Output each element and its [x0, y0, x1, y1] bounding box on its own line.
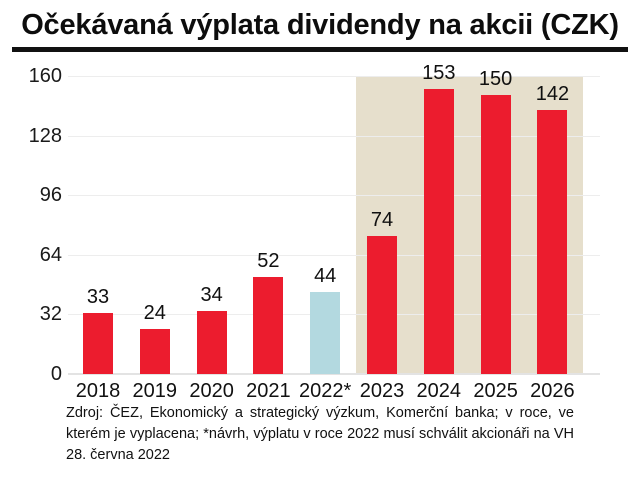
chart-plot: 0 32 64 96 128 160 33 24 34 52 44 74 153 150 142 2018… — [0, 60, 640, 402]
page-title: Očekávaná výplata dividendy na akcii (CZ… — [21, 8, 619, 41]
x-axis-tick-label: 2018 — [75, 380, 121, 402]
y-axis-tick-label: 96 — [39, 184, 62, 207]
x-axis-tick-label: 2020 — [189, 380, 234, 402]
title-divider — [12, 47, 628, 52]
chart-source-footnote: Zdroj: ČEZ, Ekonomický a strategický výz… — [66, 405, 574, 463]
x-axis-tick-label: 2022* — [299, 380, 352, 402]
bar-2026 — [537, 109, 568, 374]
gridline — [68, 76, 600, 77]
bar-value-label: 74 — [370, 209, 394, 232]
bar-2020 — [196, 310, 227, 374]
bar-2019 — [139, 329, 170, 374]
gridline — [68, 254, 600, 256]
x-axis-tick-label: 2024 — [416, 380, 462, 402]
x-axis-tick-label: 2021 — [246, 380, 291, 402]
gridline — [68, 135, 600, 137]
y-axis-tick-label: 0 — [50, 363, 62, 385]
x-axis-tick-label: 2025 — [473, 380, 518, 402]
x-axis-line — [68, 373, 600, 375]
plot-area — [68, 76, 600, 375]
bar-value-label: 153 — [422, 62, 456, 85]
y-axis-tick-label: 160 — [28, 65, 62, 87]
bar-value-label: 34 — [200, 283, 223, 306]
bar-value-label: 142 — [535, 82, 570, 105]
bar-value-label: 52 — [257, 250, 280, 273]
bar-2022 — [310, 292, 341, 374]
y-axis-tick-label: 64 — [39, 243, 62, 266]
bar-value-label: 44 — [314, 265, 337, 288]
y-axis-tick-label: 128 — [28, 124, 62, 147]
bar-2021 — [253, 277, 284, 374]
bar-value-label: 24 — [143, 302, 166, 325]
bar-2023 — [367, 236, 397, 374]
x-axis-tick-label: 2023 — [359, 380, 405, 402]
bar-2024 — [423, 89, 454, 374]
x-axis-tick-label: 2026 — [530, 380, 575, 402]
gridline — [68, 195, 600, 197]
bar-value-label: 150 — [478, 67, 513, 90]
bar-value-label: 33 — [86, 285, 110, 308]
y-axis-tick-label: 32 — [39, 303, 62, 326]
bar-2018 — [83, 312, 113, 374]
x-axis-tick-label: 2019 — [132, 380, 178, 402]
bar-2025 — [480, 94, 511, 374]
y-axis: 0 32 64 96 128 160 — [0, 65, 62, 385]
